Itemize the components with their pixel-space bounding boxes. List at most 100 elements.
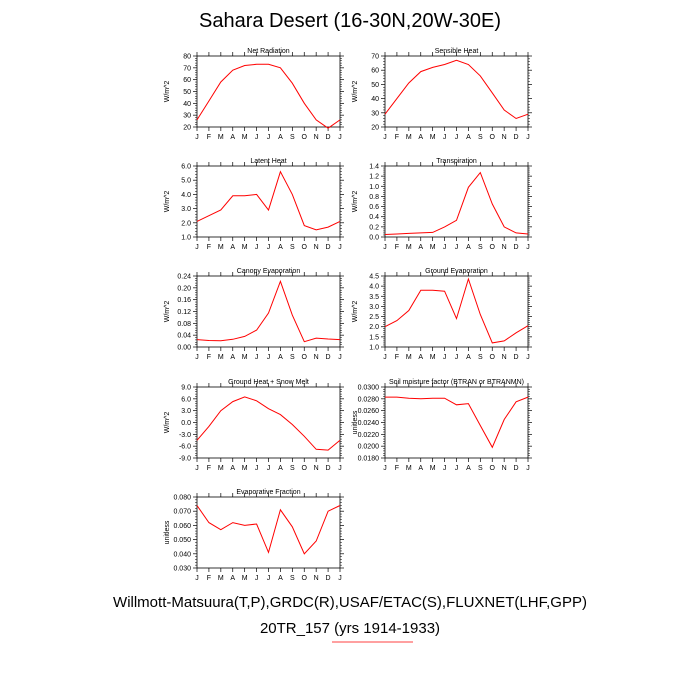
soil-moisture-factor-btran-or-btranmn-xtick-label: D <box>514 465 519 472</box>
canopy-evaporation-xtick-label: M <box>242 354 248 361</box>
transpiration-ytick-label: 0.2 <box>369 224 379 231</box>
ground-heat-snow-melt-point <box>196 440 197 441</box>
sensible-heat-xtick-label: D <box>514 134 519 141</box>
transpiration-point <box>480 172 481 173</box>
soil-moisture-factor-btran-or-btranmn-ytick-label: 0.0240 <box>358 420 380 427</box>
canopy-evaporation-frame <box>196 275 341 348</box>
ground-heat-snow-melt-series-line <box>196 396 341 451</box>
evaporative-fraction-point <box>304 553 305 554</box>
sensible-heat-title: Sensible Heat <box>435 48 479 55</box>
evaporative-fraction-ytick-label: 0.070 <box>173 509 191 516</box>
canopy-evaporation-xtick-label: J <box>255 354 259 361</box>
latent-heat-xtick-label: J <box>195 244 199 251</box>
transpiration-point <box>432 232 433 233</box>
footer-case-id: 20TR_157 (yrs 1914-1933) <box>259 620 441 637</box>
transpiration-point <box>468 187 469 188</box>
soil-moisture-factor-btran-or-btranmn-xtick-label: J <box>383 465 387 472</box>
ground-heat-snow-melt-point <box>304 436 305 437</box>
net-radiation-xtick-label: D <box>326 134 331 141</box>
ground-evaporation-ytick-label: 3.0 <box>369 304 379 311</box>
evaporative-fraction-ytick-label: 0.080 <box>173 495 191 502</box>
net-radiation-xtick-label: A <box>230 134 235 141</box>
ground-evaporation-ylabel: W/m^2 <box>352 301 359 323</box>
ground-heat-snow-melt-ylabel: W/m^2 <box>164 412 171 434</box>
canopy-evaporation-point <box>244 336 245 337</box>
sensible-heat-xtick-label: J <box>455 134 459 141</box>
evaporative-fraction-point <box>268 552 269 553</box>
ground-heat-snow-melt-point <box>256 400 257 401</box>
sensible-heat-xtick-label: J <box>443 134 447 141</box>
soil-moisture-factor-btran-or-btranmn-ytick-label: 0.0220 <box>358 432 380 439</box>
transpiration-point <box>492 203 493 204</box>
ground-evaporation-xtick-label: D <box>514 354 519 361</box>
sensible-heat-frame <box>384 55 529 128</box>
transpiration-xtick-label: O <box>490 244 496 251</box>
sensible-heat-point <box>384 114 385 115</box>
ground-heat-snow-melt-point <box>208 426 209 427</box>
latent-heat-point <box>244 195 245 196</box>
ground-heat-snow-melt-point <box>232 401 233 402</box>
evaporative-fraction-xtick-label: J <box>255 575 259 582</box>
sensible-heat-xtick-label: A <box>466 134 471 141</box>
soil-moisture-factor-btran-or-btranmn-ytick-label: 0.0300 <box>358 385 380 392</box>
transpiration-point <box>515 232 516 233</box>
canopy-evaporation-ytick-label: 0.16 <box>177 297 191 304</box>
ground-heat-snow-melt-point <box>316 449 317 450</box>
sensible-heat-point <box>420 71 421 72</box>
latent-heat-point <box>304 225 305 226</box>
canopy-evaporation-point <box>220 340 221 341</box>
evaporative-fraction-point <box>208 522 209 523</box>
transpiration-xtick-label: D <box>514 244 519 251</box>
net-radiation-title: Net Radiation <box>247 48 290 55</box>
sensible-heat-point <box>456 60 457 61</box>
canopy-evaporation-point <box>268 312 269 313</box>
net-radiation-point <box>208 100 209 101</box>
transpiration-xtick-label: J <box>443 244 447 251</box>
latent-heat-frame <box>196 165 341 238</box>
transpiration-point <box>504 226 505 227</box>
canopy-evaporation-xtick-label: D <box>326 354 331 361</box>
transpiration-ytick-label: 0.0 <box>369 235 379 242</box>
ground-evaporation-point <box>492 342 493 343</box>
soil-moisture-factor-btran-or-btranmn-xtick-label: O <box>490 465 496 472</box>
evaporative-fraction-ytick-label: 0.040 <box>173 551 191 558</box>
ground-heat-snow-melt-ytick-label: -3.0 <box>179 432 191 439</box>
ground-evaporation-point <box>456 318 457 319</box>
canopy-evaporation-xtick-label: O <box>302 354 308 361</box>
net-radiation-xtick-label: N <box>314 134 319 141</box>
net-radiation-ytick-label: 80 <box>183 54 191 61</box>
latent-heat-point <box>208 215 209 216</box>
ground-heat-snow-melt-frame <box>196 386 341 459</box>
net-radiation-ylabel: W/m^2 <box>164 81 171 103</box>
latent-heat-xtick-label: A <box>278 244 283 251</box>
soil-moisture-factor-btran-or-btranmn-point <box>384 396 385 397</box>
net-radiation-frame <box>196 55 341 128</box>
net-radiation-ytick-label: 50 <box>183 89 191 96</box>
ground-heat-snow-melt-title: Ground Heat + Snow Melt <box>228 379 309 386</box>
transpiration-ytick-label: 1.0 <box>369 184 379 191</box>
ground-evaporation-xtick-label: M <box>430 354 436 361</box>
sensible-heat-ytick-label: 20 <box>371 125 379 132</box>
ground-evaporation-title: Ground Evaporation <box>425 268 488 275</box>
ground-evaporation-panel: Ground Evaporation 1.0 1.5 2.0 2.5 3.0 3.5 4.0 4… <box>352 268 532 361</box>
ground-heat-snow-melt-point <box>280 414 281 415</box>
evaporative-fraction-title: Evaporative Fraction <box>236 489 300 496</box>
latent-heat-point <box>316 229 317 230</box>
net-radiation-ytick-label: 30 <box>183 113 191 120</box>
canopy-evaporation-point <box>339 339 340 340</box>
transpiration-ytick-label: 0.4 <box>369 214 379 221</box>
latent-heat-point <box>220 209 221 210</box>
figure-title: Sahara Desert (16-30N,20W-30E) <box>199 10 501 32</box>
latent-heat-xtick-label: N <box>314 244 319 251</box>
net-radiation-point <box>316 119 317 120</box>
transpiration-ytick-label: 1.2 <box>369 174 379 181</box>
ground-heat-snow-melt-xtick-label: J <box>267 465 271 472</box>
sensible-heat-point <box>444 64 445 65</box>
canopy-evaporation-xtick-label: J <box>267 354 271 361</box>
sensible-heat-xtick-label: M <box>430 134 436 141</box>
soil-moisture-factor-btran-or-btranmn-xtick-label: S <box>478 465 483 472</box>
sensible-heat-xtick-label: S <box>478 134 483 141</box>
net-radiation-point <box>268 64 269 65</box>
